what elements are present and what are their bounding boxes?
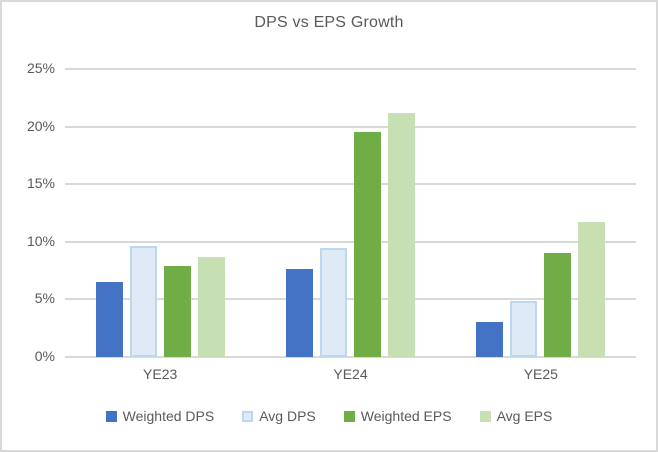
bar-avg-dps-ye25: [510, 300, 538, 357]
y-tick-label-20: 20%: [26, 117, 55, 134]
y-tick-label-25: 25%: [26, 60, 55, 76]
gridline-20: [65, 125, 636, 128]
bar-group-ye25: [446, 69, 636, 357]
x-axis-label-ye23: YE23: [143, 366, 178, 382]
gridline-5: [65, 298, 636, 301]
y-tick-label-10: 10%: [26, 232, 55, 249]
gridline-0: [65, 356, 636, 358]
legend-marker-icon: [479, 410, 491, 422]
chart-title: DPS vs EPS Growth: [254, 14, 404, 31]
legend-item-avg-dps: Avg DPS: [242, 408, 316, 424]
gridline-25: [65, 68, 636, 70]
plot-area: [65, 68, 636, 358]
bar-weighted-dps-ye25: [476, 322, 504, 357]
bar-weighted-dps-ye23: [95, 282, 123, 357]
bar-avg-eps-ye25: [578, 222, 606, 357]
bar-weighted-eps-ye25: [544, 253, 572, 357]
y-tick-label-0: 0%: [34, 348, 55, 364]
legend-item-weighted-dps: Weighted DPS: [105, 408, 215, 424]
bar-group-ye23: [65, 69, 255, 357]
legend-label-avg-dps: Avg DPS: [259, 408, 316, 424]
legend-marker-icon: [105, 410, 117, 422]
legend-item-avg-eps: Avg EPS: [479, 408, 553, 424]
bar-group-ye24: [255, 69, 445, 357]
bar-avg-dps-ye23: [129, 246, 157, 357]
legend-label-weighted-eps: Weighted EPS: [360, 408, 452, 424]
gridline-10: [65, 240, 636, 243]
legend-label-avg-eps: Avg EPS: [496, 408, 553, 424]
y-tick-label-15: 15%: [26, 175, 55, 192]
legend: Weighted DPS Avg DPS Weighted EPS Avg EPS: [2, 408, 656, 424]
gridline-15: [65, 183, 636, 186]
legend-marker-icon: [242, 410, 254, 422]
x-axis-label-ye25: YE25: [523, 366, 558, 382]
x-axis-labels: YE23 YE24 YE25: [65, 366, 636, 382]
bar-groups: [65, 69, 636, 357]
legend-marker-icon: [343, 410, 355, 422]
bar-avg-eps-ye24: [387, 112, 415, 357]
legend-item-weighted-eps: Weighted EPS: [343, 408, 452, 424]
bar-weighted-eps-ye23: [163, 266, 191, 357]
bar-avg-dps-ye24: [319, 247, 347, 357]
bar-weighted-eps-ye24: [353, 132, 381, 357]
bar-avg-eps-ye23: [197, 256, 225, 357]
y-tick-label-5: 5%: [34, 290, 55, 307]
x-axis-label-ye24: YE24: [333, 366, 368, 382]
bar-weighted-dps-ye24: [285, 269, 313, 357]
legend-label-weighted-dps: Weighted DPS: [122, 408, 215, 424]
